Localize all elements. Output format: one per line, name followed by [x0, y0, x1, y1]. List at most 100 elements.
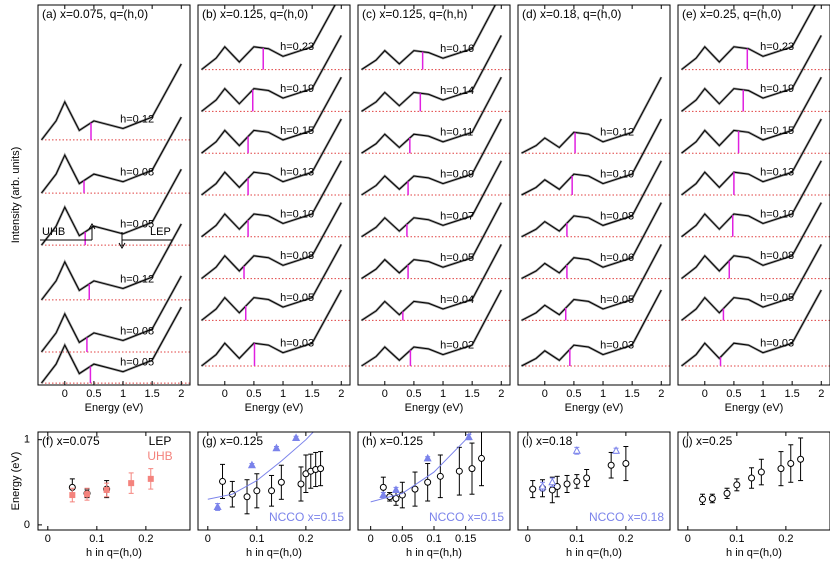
x-tick-label: 2: [498, 388, 504, 400]
fit-curve: [370, 432, 473, 503]
x-tick-label: 0.5: [246, 388, 261, 400]
point: [69, 492, 76, 499]
x-tick-label: 0.15: [455, 533, 476, 545]
point: [292, 433, 301, 441]
x-tick-label: 0: [205, 533, 211, 545]
y-tick-label: 1: [24, 434, 30, 446]
x-tick-label: 0: [702, 388, 708, 400]
point: [777, 465, 785, 473]
series-label: h=0.02: [440, 340, 474, 352]
point: [464, 432, 473, 441]
point: [128, 480, 135, 487]
spectrum: [201, 35, 342, 112]
panel-title: (i) x=0.18: [522, 434, 573, 448]
spectrum: [520, 289, 663, 368]
x-tick-label: 0: [45, 533, 51, 545]
point: [723, 489, 731, 497]
spectrum: [201, 244, 342, 321]
x-tick-label: 0.1: [89, 533, 104, 545]
series-label: h=0.03: [760, 338, 794, 350]
x-axis-label: Energy (eV): [565, 402, 624, 414]
x-axis-label: h in q=(h,0): [566, 547, 622, 559]
point: [455, 467, 463, 475]
spectrum: [681, 76, 822, 154]
point: [391, 485, 401, 493]
point: [317, 465, 325, 473]
x-axis-label: h in q=(h,h): [406, 547, 462, 559]
point: [84, 491, 91, 498]
series-label: h=0.04: [440, 294, 474, 306]
spectrum: [681, 35, 822, 112]
series-label: h=0.19: [760, 83, 794, 95]
series-label: h=0.23: [280, 41, 314, 53]
point: [103, 486, 110, 493]
annotation-arrowhead: [118, 242, 126, 249]
x-tick-label: 0.5: [726, 388, 741, 400]
spectrum: [361, 289, 502, 367]
series-label: h=0.19: [280, 83, 314, 95]
x-axis-label: Energy (eV): [85, 402, 144, 414]
panel-frame: [197, 431, 351, 531]
series-label: h=0.13: [760, 167, 794, 179]
panel: [699, 437, 805, 505]
x-tick-label: 1: [760, 388, 766, 400]
point: [548, 477, 557, 486]
panel-title: (h) x=0.125: [362, 434, 423, 448]
panel-title: (c) x=0.125, q=(h,h): [362, 7, 467, 21]
series-label: h=0.05: [760, 292, 794, 304]
spectrum: [360, 202, 503, 280]
panel-frame: [37, 431, 191, 531]
point: [424, 478, 432, 486]
point: [247, 460, 256, 469]
series-label: h=0.05: [600, 294, 634, 306]
panel: h=0.12 h=0.10 h=0.08 h=0.06 h=0.05 h=0.03: [520, 76, 670, 368]
x-tick-label: 0.05: [392, 533, 413, 545]
x-axis-label: Energy (eV): [405, 402, 464, 414]
series-label: h=0.06: [600, 252, 634, 264]
series-label: h=0.08: [600, 210, 634, 222]
spectrum: [360, 243, 503, 322]
spectrum: [361, 118, 502, 196]
point: [538, 481, 547, 490]
spectrum: [520, 76, 663, 155]
panel-title: (g) x=0.125: [202, 434, 263, 448]
point: [757, 468, 765, 476]
x-tick-label: 2: [658, 388, 664, 400]
panel-frame: [357, 431, 511, 531]
x-tick-label: 0.5: [86, 388, 101, 400]
point: [379, 483, 387, 491]
panel: [207, 432, 325, 515]
point: [797, 455, 805, 463]
series-label: h=0.09: [440, 169, 474, 181]
spectrum: [521, 160, 662, 238]
panel-title: (j) x=0.25: [682, 434, 733, 448]
x-tick-label: 1: [600, 388, 606, 400]
spectrum: [681, 5, 816, 70]
x-tick-label: 2: [338, 388, 344, 400]
x-tick-label: 1: [120, 388, 126, 400]
series-label: h=0.03: [280, 338, 314, 350]
x-tick-label: 1.5: [304, 388, 319, 400]
legend-label: NCCO x=0.15: [429, 510, 504, 524]
spectrum: [681, 289, 822, 367]
spectrum: [681, 244, 822, 321]
series-label: h=0.12: [120, 113, 154, 125]
series-label: h=0.08: [760, 250, 794, 262]
series-label: h=0.05: [280, 292, 314, 304]
panel-title: (a) x=0.075, q=(h,0): [42, 7, 148, 21]
panel-title: (f) x=0.075: [42, 434, 100, 448]
spectrum: [521, 289, 662, 367]
panel-frame: [357, 4, 511, 386]
legend-label: UHB: [147, 449, 172, 463]
panel: h=0.23 h=0.19 h=0.15 h=0.13 h=0.10 h=0.08 h=0.…: [680, 5, 830, 367]
series-label: h=0.23: [760, 41, 794, 53]
y-axis-label: Intensity (arb. units): [10, 147, 22, 244]
spectrum: [681, 160, 822, 238]
spectrum: [201, 202, 342, 279]
series-label: h=0.05: [120, 357, 154, 369]
panel-title: (d) x=0.18, q=(h,0): [522, 7, 621, 21]
point: [708, 494, 716, 502]
point: [253, 487, 261, 495]
series-label: h=0.07: [440, 210, 474, 222]
series-label: h=0.16: [440, 43, 474, 55]
